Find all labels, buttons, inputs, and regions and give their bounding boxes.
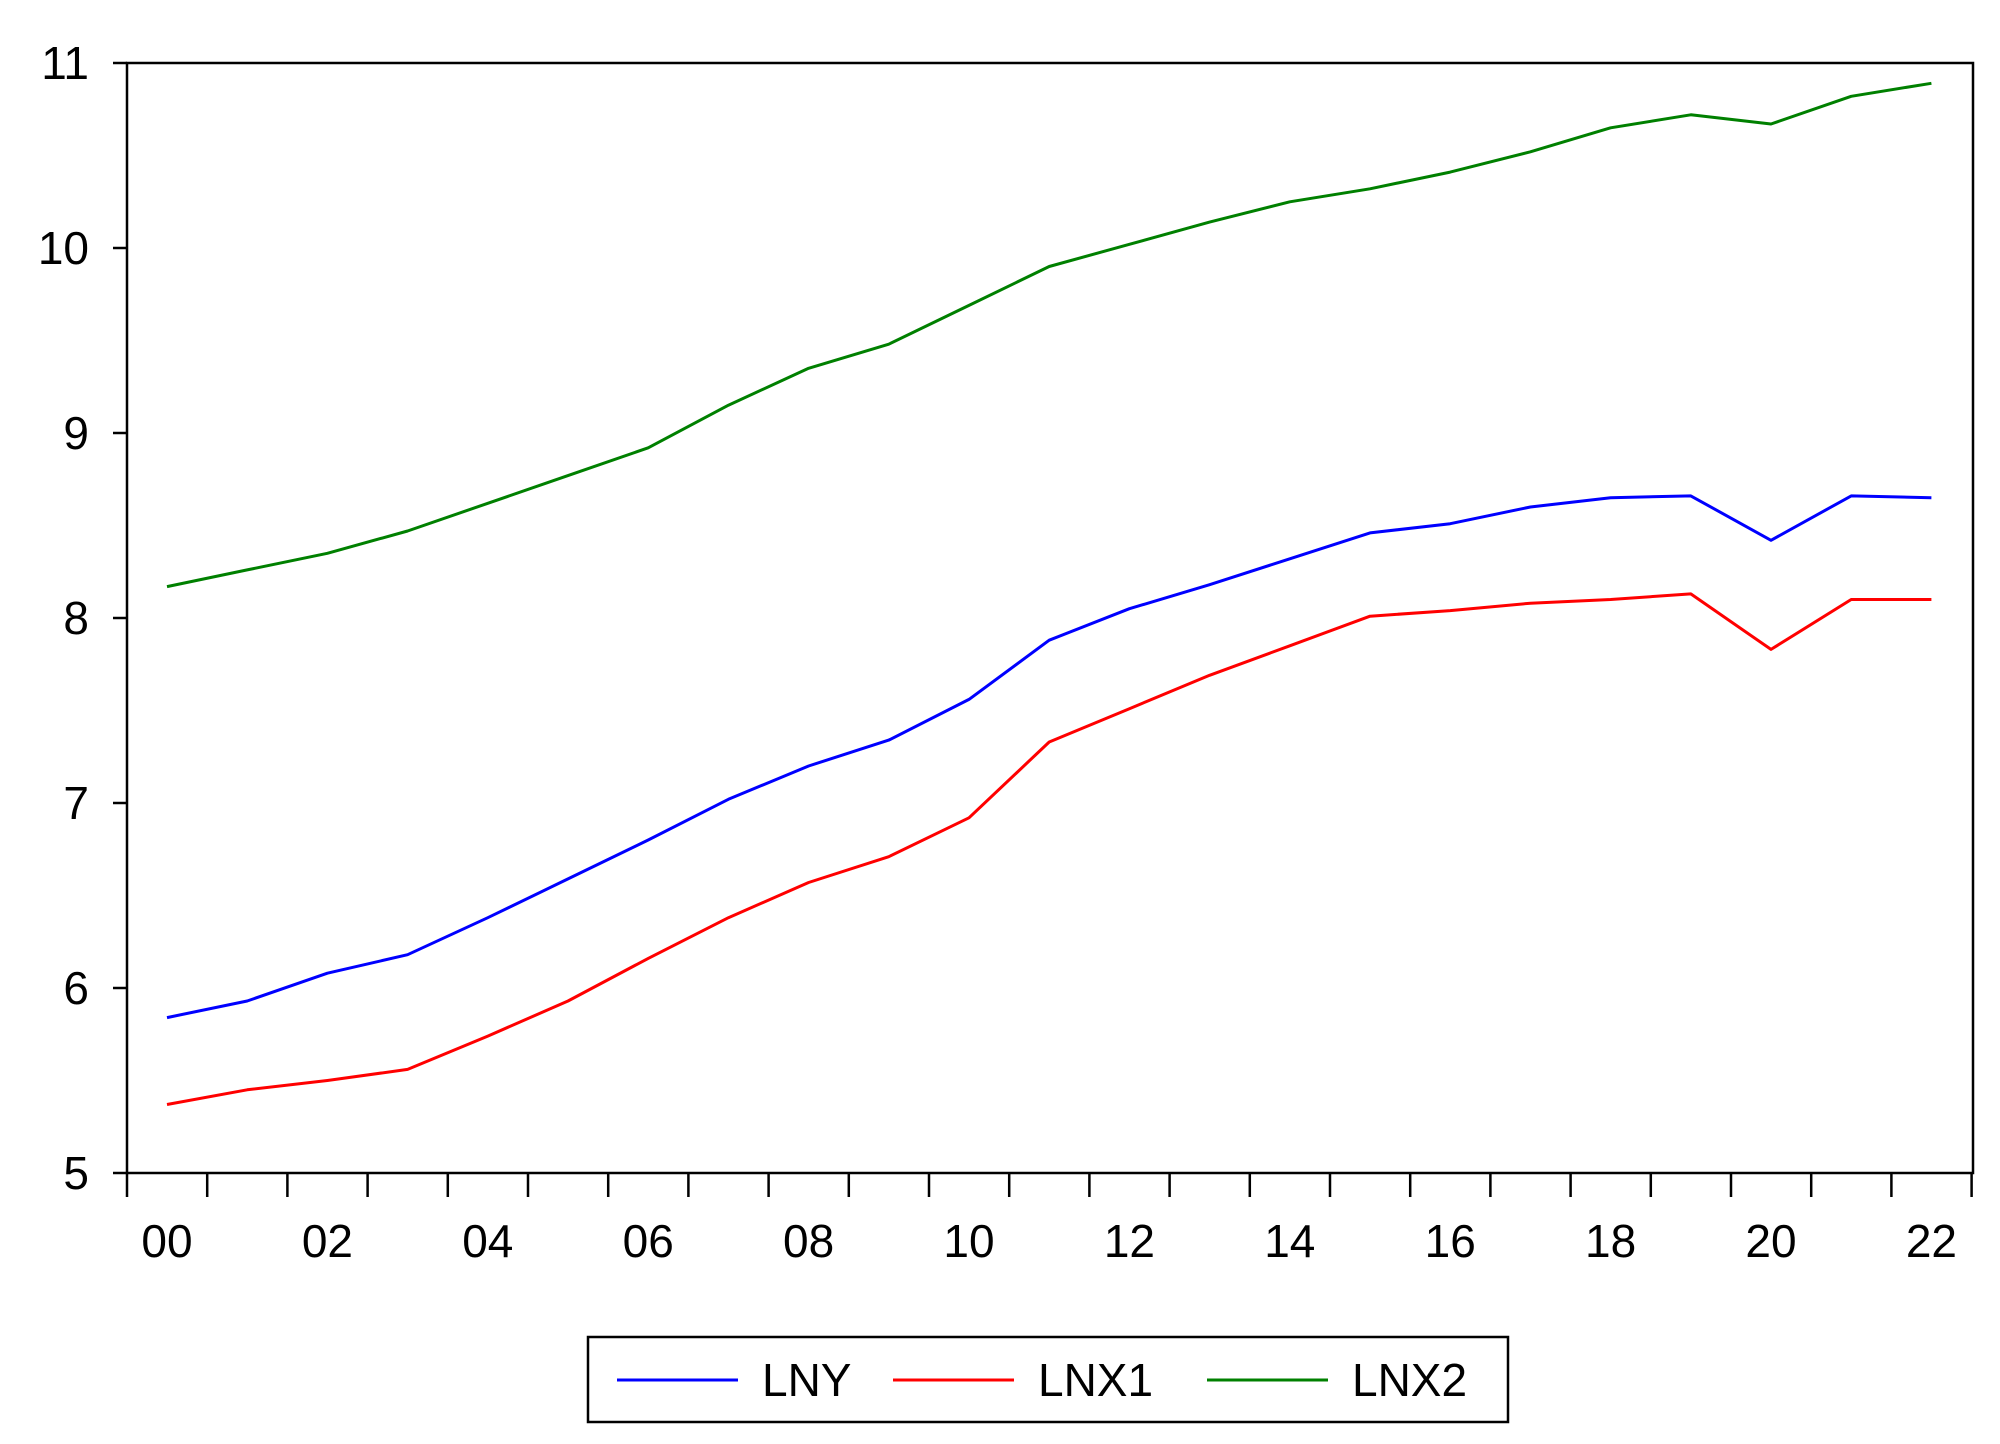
x-tick-label: 18 xyxy=(1585,1215,1636,1267)
x-tick-label: 10 xyxy=(943,1215,994,1267)
series-lines xyxy=(166,81,1932,1106)
legend-box xyxy=(586,1335,1510,1424)
x-tick-label: 06 xyxy=(623,1215,674,1267)
legend-label-lnx1: LNX1 xyxy=(1038,1354,1153,1406)
legend-label-lnx2: LNX2 xyxy=(1352,1354,1467,1406)
series-line-lnx2 xyxy=(166,81,1932,589)
series-line-lny xyxy=(166,494,1932,1020)
y-tick-label: 11 xyxy=(41,37,89,89)
legend-label-lny: LNY xyxy=(762,1354,851,1406)
x-tick-label: 22 xyxy=(1906,1215,1957,1267)
y-tick-label: 6 xyxy=(63,962,89,1014)
series-line-lnx1 xyxy=(166,592,1932,1106)
x-axis: 00 02 04 06 08 10 12 14 16 18 20 22 xyxy=(125,1173,1973,1267)
plot-frame xyxy=(125,61,1975,1175)
y-tick-label: 5 xyxy=(63,1147,89,1199)
x-tick-label: 14 xyxy=(1264,1215,1315,1267)
y-tick-label: 7 xyxy=(63,777,89,829)
x-tick-label: 08 xyxy=(783,1215,834,1267)
x-tick-label: 04 xyxy=(462,1215,513,1267)
y-tick-label: 9 xyxy=(63,407,89,459)
x-tick-label: 02 xyxy=(302,1215,353,1267)
legend: LNY LNX1 LNX2 xyxy=(586,1335,1510,1424)
x-tick-label: 16 xyxy=(1425,1215,1476,1267)
y-axis: 5 6 7 8 9 10 11 xyxy=(38,37,127,1199)
y-tick-label: 8 xyxy=(63,592,89,644)
x-tick-label: 00 xyxy=(141,1215,192,1267)
x-tick-label: 20 xyxy=(1745,1215,1796,1267)
x-tick-label: 12 xyxy=(1104,1215,1155,1267)
y-tick-label: 10 xyxy=(38,222,89,274)
